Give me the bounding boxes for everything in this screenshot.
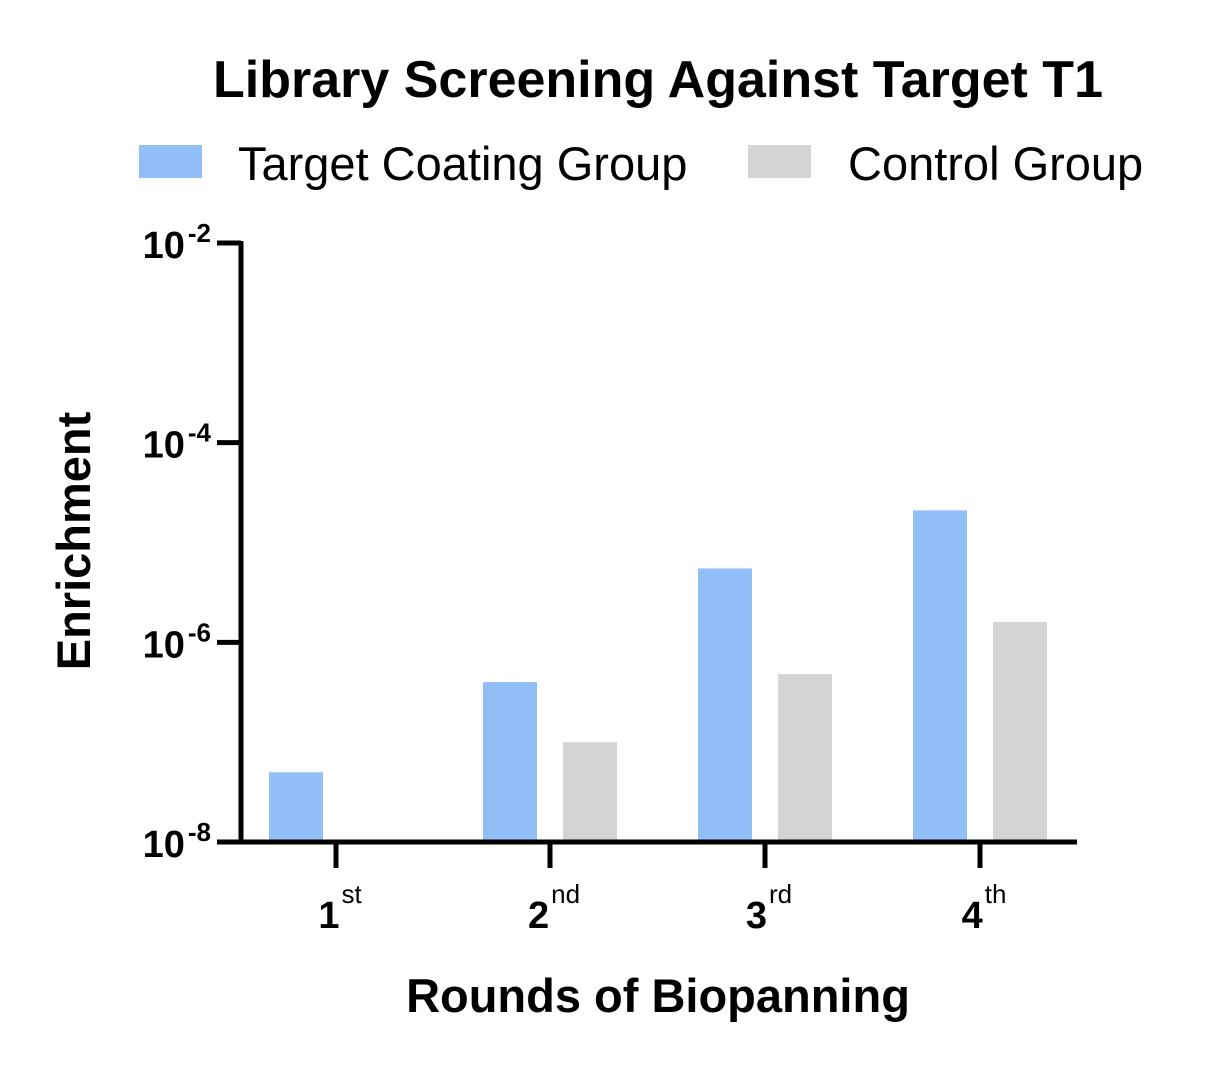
y-tick-label: 10 -6 [143,617,211,666]
x-tick-label: 3rd [746,879,792,937]
bar-target-3 [698,568,752,842]
legend-swatch-control [748,145,811,178]
y-tick-label: 10 -8 [143,817,211,866]
chart-title: Library Screening Against Target T1 [213,51,1103,109]
bar-control-2 [563,742,617,842]
bar-control-3 [778,674,832,842]
bar-target-4 [913,510,967,842]
legend-label-target: Target Coating Group [238,137,687,190]
y-axis-title: Enrichment [47,411,100,670]
x-tick-label: 4th [962,879,1007,937]
bars-group [269,510,1047,842]
legend-swatch-target [139,145,202,178]
bar-control-4 [993,621,1047,842]
x-axis-title: Rounds of Biopanning [406,969,910,1022]
y-ticks-group: 10-8 10-6 10-4 10-2 [143,218,241,866]
x-tick-label: 2nd [528,879,580,937]
legend: Target Coating Group Control Group [139,137,1143,190]
x-tick-label: 1st [318,879,362,937]
x-ticks-group: 1st 2nd 3rd 4th [318,842,1006,937]
y-tick-label: 10 -2 [143,218,211,267]
bar-target-2 [483,682,537,842]
y-tick-label: 10 -4 [143,418,212,467]
axes-group [217,241,1077,845]
bar-target-1 [269,772,323,842]
legend-label-control: Control Group [848,137,1143,190]
